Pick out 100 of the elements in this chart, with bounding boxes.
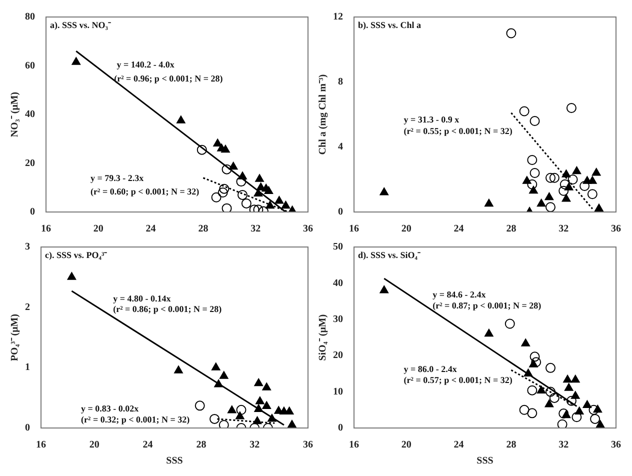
y-axis-title: Chl a (mg Chl m⁻³) — [318, 74, 329, 155]
annotation: y = 140.2 - 4.0x — [116, 60, 175, 70]
x-tick-label: 16 — [349, 224, 359, 235]
point — [546, 386, 556, 397]
point — [592, 168, 601, 176]
point — [531, 357, 542, 368]
point — [380, 285, 389, 294]
point — [176, 116, 186, 124]
point — [566, 396, 576, 406]
y-tick-label: 0 — [338, 206, 343, 218]
x-tick-label: 20 — [89, 440, 100, 451]
point — [536, 198, 546, 207]
point — [210, 414, 220, 424]
point — [222, 164, 232, 174]
point — [557, 419, 568, 428]
y-tick-label: 20 — [333, 350, 343, 362]
point — [587, 189, 598, 200]
annotation: y = 0.83 - 0.02x — [81, 404, 140, 414]
point — [527, 385, 538, 396]
point — [580, 181, 590, 191]
y-axis-title: SiO₄⁻ (μM) — [318, 314, 329, 361]
point — [570, 391, 580, 399]
x-tick-label: 24 — [454, 440, 464, 451]
point — [196, 144, 207, 155]
point — [281, 200, 290, 209]
x-tick-label: 20 — [93, 224, 104, 235]
point — [236, 176, 246, 187]
x-axis-title: SSS — [166, 456, 184, 467]
annotation: (r² = 0.60; p < 0.001; N = 32) — [90, 186, 200, 196]
point — [530, 116, 540, 126]
point — [274, 196, 284, 204]
point — [264, 186, 274, 194]
x-tick-label: 32 — [558, 440, 569, 451]
annotation: (r² = 0.86; p < 0.001; N = 28) — [113, 304, 222, 314]
y-tick-label: 40 — [25, 109, 35, 120]
point — [564, 182, 574, 190]
x-tick-label: 28 — [198, 224, 208, 235]
y-tick-label: 10 — [333, 386, 343, 398]
point — [560, 179, 570, 190]
y-tick-label: 0 — [338, 422, 343, 434]
annotation: (r² = 0.57; p < 0.001; N = 32) — [404, 374, 512, 385]
point — [558, 186, 569, 196]
point — [221, 144, 230, 153]
x-tick-label: 16 — [41, 224, 51, 235]
y-tick-label: 12 — [333, 12, 343, 23]
annotation: (r² = 0.55; p < 0.001; N = 32) — [404, 126, 512, 136]
y-tick-label: 30 — [333, 314, 343, 325]
point — [549, 172, 560, 183]
point — [266, 200, 274, 209]
point — [174, 366, 183, 374]
y-tick-label: 40 — [333, 278, 343, 289]
point — [546, 362, 556, 373]
point — [558, 408, 569, 419]
point — [254, 404, 263, 412]
point — [220, 371, 228, 379]
point — [529, 186, 538, 194]
y-axis-title: NO₃⁻ (μM) — [10, 92, 21, 138]
point — [564, 383, 574, 391]
point — [72, 57, 81, 65]
y-axis-title: PO₄³⁻ (μM) — [10, 314, 21, 362]
point — [594, 204, 604, 212]
x-tick-label: 28 — [506, 224, 516, 235]
point — [484, 328, 494, 337]
point — [562, 410, 571, 418]
y-tick-label: 0 — [25, 422, 30, 434]
point — [530, 168, 540, 178]
point — [546, 172, 556, 183]
point — [211, 362, 220, 370]
x-tick-label: 36 — [611, 224, 621, 235]
point — [214, 380, 223, 388]
point — [588, 404, 599, 415]
point — [529, 360, 538, 368]
x-tick-label: 24 — [454, 224, 464, 235]
y-tick-label: 1 — [25, 362, 30, 374]
annotation: (r² = 0.87; p < 0.001; N = 28) — [432, 300, 542, 311]
point — [252, 416, 262, 424]
annotation: (r² = 0.96; p < 0.001; N = 28) — [114, 73, 223, 84]
chart-title: a). SSS vs. NO₃⁻ — [50, 20, 111, 30]
y-tick-label: 60 — [25, 60, 35, 72]
point — [380, 188, 389, 196]
point — [596, 420, 605, 428]
annotation: y = 4.80 - 0.14x — [113, 293, 172, 304]
annotation: y = 84.6 - 2.4x — [432, 290, 486, 300]
point — [563, 374, 572, 383]
point — [544, 192, 554, 200]
point — [288, 420, 296, 428]
x-tick-label: 32 — [558, 224, 569, 235]
point — [256, 396, 264, 404]
y-tick-label: 3 — [25, 242, 30, 253]
annotation: y = 86.0 - 2.4x — [404, 364, 458, 374]
point — [222, 203, 232, 212]
x-tick-label: 32 — [250, 224, 261, 235]
point — [522, 176, 532, 184]
chart-title: d). SSS vs. SiO₄⁻ — [358, 250, 420, 260]
point — [238, 172, 247, 180]
chart-title: c). SSS vs. PO₄³⁻ — [45, 250, 108, 260]
y-tick-label: 4 — [338, 142, 343, 153]
point — [562, 170, 571, 178]
point — [527, 155, 538, 165]
point — [519, 404, 530, 415]
